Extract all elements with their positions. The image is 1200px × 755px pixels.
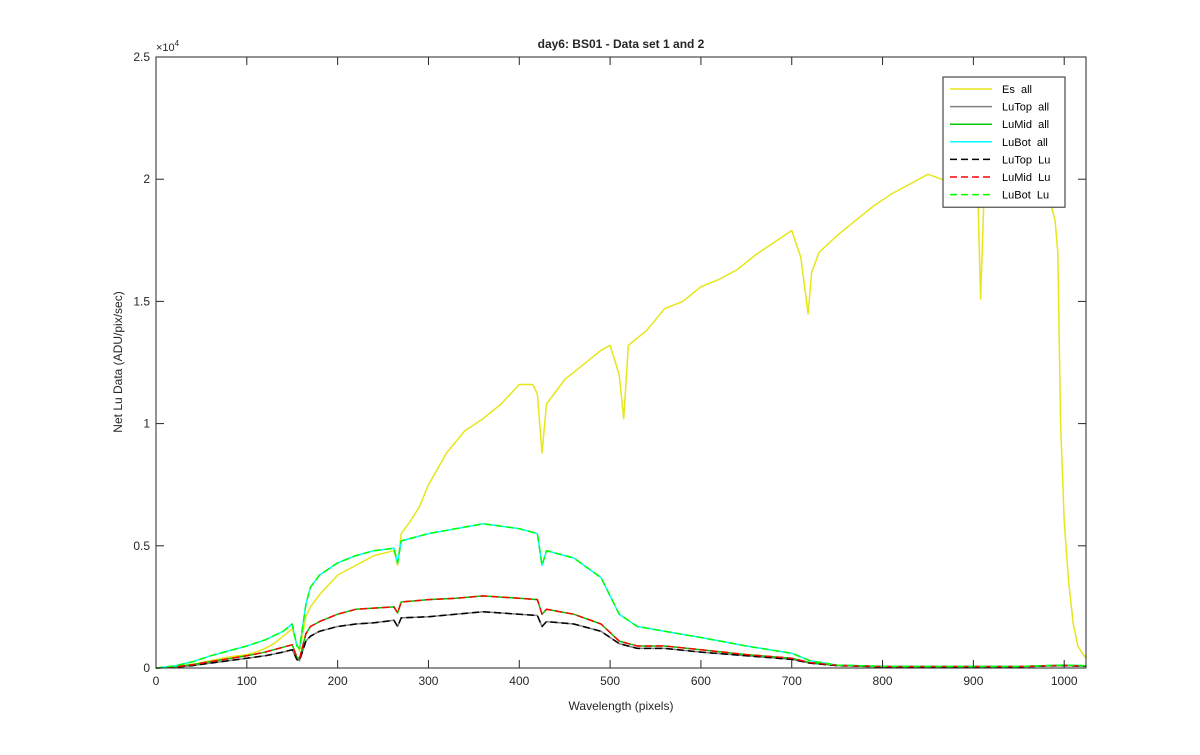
axes-layer: 0 100 200 300 400 500 600 700 800 900 1000 0 0.5 1 1.5… (133, 50, 1087, 688)
legend-label: LuTop Lu (1002, 154, 1050, 166)
y-exponent-power: 4 (175, 39, 180, 48)
y-axis-exponent: ×104 (156, 39, 180, 54)
x-tick-label: 100 (237, 674, 257, 688)
plot-area (156, 57, 1086, 668)
x-axis-label: Wavelength (pixels) (569, 699, 674, 713)
y-tick-label: 2.5 (133, 50, 150, 64)
legend: Es all LuTop all LuMid all LuBot all LuTop L… (942, 76, 1066, 208)
legend-label: LuBot all (1002, 137, 1048, 149)
x-tick-label: 600 (691, 674, 711, 688)
axes-box (155, 56, 1087, 669)
x-tick-label: 900 (963, 674, 983, 688)
legend-label: LuBot Lu (1002, 190, 1049, 202)
y-axis-label: Net Lu Data (ADU/pix/sec) (111, 291, 125, 432)
x-tick-label: 0 (153, 674, 160, 688)
legend-label: LuMid all (1002, 119, 1049, 131)
y-tick-label: 1 (143, 417, 150, 431)
x-tick-label: 800 (873, 674, 893, 688)
legend-label: Es all (1002, 84, 1032, 96)
x-tick-label: 500 (600, 674, 620, 688)
y-tick-label: 2 (143, 172, 150, 186)
y-exponent-base: ×10 (156, 42, 175, 54)
legend-label: LuMid Lu (1002, 172, 1050, 184)
x-tick-label: 400 (509, 674, 529, 688)
x-tick-label: 1000 (1051, 674, 1078, 688)
series-layer (155, 173, 1087, 669)
legend-label: LuTop all (1002, 102, 1049, 114)
x-tick-label: 700 (782, 674, 802, 688)
series-line-6 (155, 523, 1087, 669)
series-line-5 (155, 595, 1087, 669)
y-tick-label: 0.5 (133, 539, 150, 553)
y-tick-label: 0 (143, 661, 150, 675)
x-tick-label: 200 (328, 674, 348, 688)
x-tick-label: 300 (418, 674, 438, 688)
y-tick-label: 1.5 (133, 294, 150, 308)
chart-title: day6: BS01 - Data set 1 and 2 (538, 37, 705, 51)
